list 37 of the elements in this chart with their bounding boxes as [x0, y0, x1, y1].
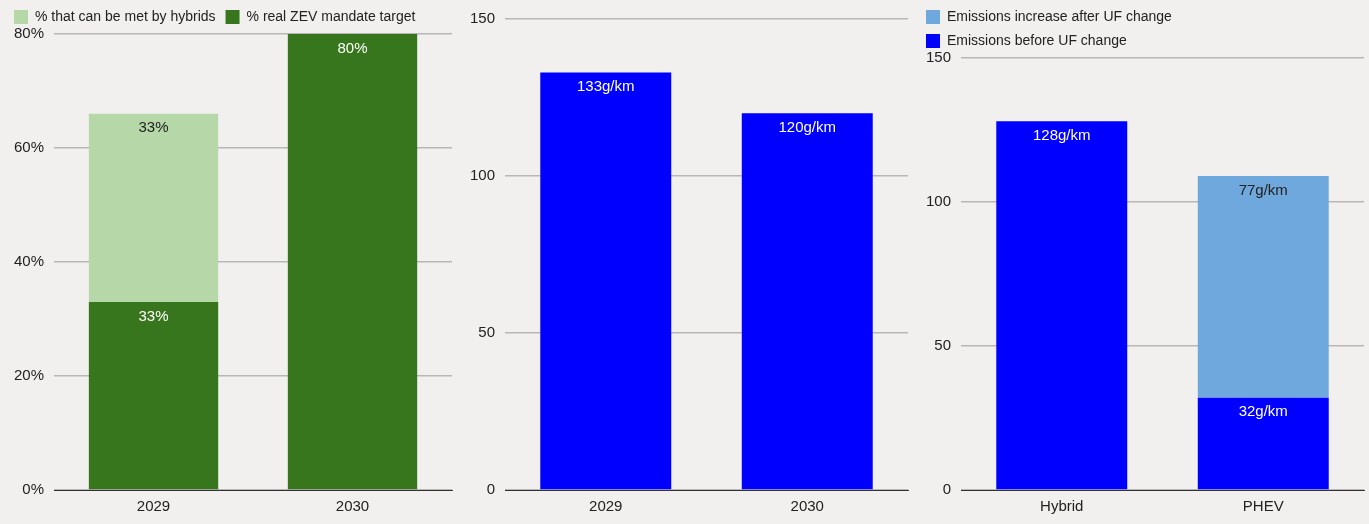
x-tick-label: 2030 [790, 497, 824, 515]
legend-label: % that can be met by hybrids [35, 7, 216, 24]
data-label: 33% [138, 118, 169, 136]
y-tick-label: 50 [934, 336, 952, 354]
y-tick-label: 60% [13, 138, 45, 156]
y-tick-label: 100 [470, 166, 496, 184]
y-tick-label: 80% [13, 24, 45, 42]
x-tick-label: Hybrid [1040, 497, 1084, 515]
y-tick-label: 40% [13, 252, 45, 270]
bar [88, 113, 219, 302]
x-tick-label: 2030 [335, 497, 370, 515]
data-label: 77g/km [1238, 180, 1288, 198]
x-tick-label: 2029 [136, 497, 171, 515]
x-tick-label: PHEV [1242, 497, 1284, 515]
y-tick-label: 50 [478, 323, 496, 341]
data-label: 120g/km [778, 117, 837, 135]
data-label: 128g/km [1033, 126, 1091, 143]
bar [88, 301, 219, 490]
legend-label: Emissions increase after UF change [947, 7, 1173, 24]
data-label: 33% [138, 306, 169, 324]
data-label: 32g/km [1238, 402, 1288, 420]
legend-label: Emissions before UF change [947, 31, 1127, 48]
bar [1197, 397, 1329, 490]
legend-label: % real ZEV mandate target [246, 7, 416, 24]
data-label: 133g/km [577, 77, 635, 95]
y-tick-label: 0 [942, 480, 952, 498]
y-tick-label: 0 [486, 480, 496, 498]
bar [287, 34, 418, 490]
y-tick-label: 20% [13, 366, 45, 384]
y-tick-label: 150 [926, 48, 952, 66]
y-tick-label: 100 [926, 192, 952, 210]
bar [996, 121, 1128, 490]
bar [1197, 176, 1329, 398]
y-tick-label: 0% [22, 480, 45, 498]
x-tick-label: 2029 [589, 497, 623, 515]
y-tick-label: 150 [470, 9, 496, 27]
data-label: 80% [337, 38, 368, 56]
